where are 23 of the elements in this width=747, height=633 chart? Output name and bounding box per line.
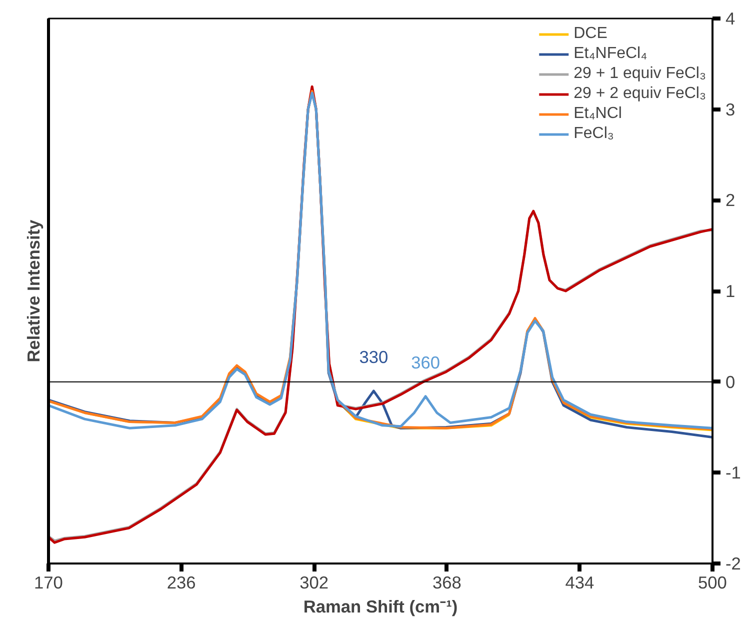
x-axis-title: Raman Shift (cm⁻¹) xyxy=(303,596,458,616)
y-axis-title: Relative Intensity xyxy=(24,219,44,362)
x-tick-label: 500 xyxy=(698,572,727,592)
y-tick-label: 0 xyxy=(726,372,736,392)
x-tick-label: 236 xyxy=(166,572,196,592)
x-tick-label: 368 xyxy=(432,572,462,592)
x-tick-label: 302 xyxy=(300,572,329,592)
x-tick-label: 434 xyxy=(565,572,595,592)
y-tick-label: -2 xyxy=(726,554,741,574)
legend-label: 29 + 1 equiv FeCl₃ xyxy=(574,65,706,83)
legend-label: FeCl₃ xyxy=(574,125,614,143)
y-tick-label: -1 xyxy=(726,462,741,483)
annotation: 330 xyxy=(359,346,388,367)
x-tick-label: 170 xyxy=(34,572,63,592)
y-tick-label: 4 xyxy=(726,8,736,28)
legend-label: DCE xyxy=(574,25,608,43)
y-tick-label: 1 xyxy=(726,281,736,301)
annotation: 360 xyxy=(411,352,440,372)
legend-label: 29 + 2 equiv FeCl₃ xyxy=(574,85,706,103)
y-tick-label: 3 xyxy=(726,99,736,120)
y-tick-label: 2 xyxy=(726,190,736,210)
legend-label: Et₄NCl xyxy=(574,105,622,123)
legend-label: Et₄NFeCl₄ xyxy=(574,45,648,63)
